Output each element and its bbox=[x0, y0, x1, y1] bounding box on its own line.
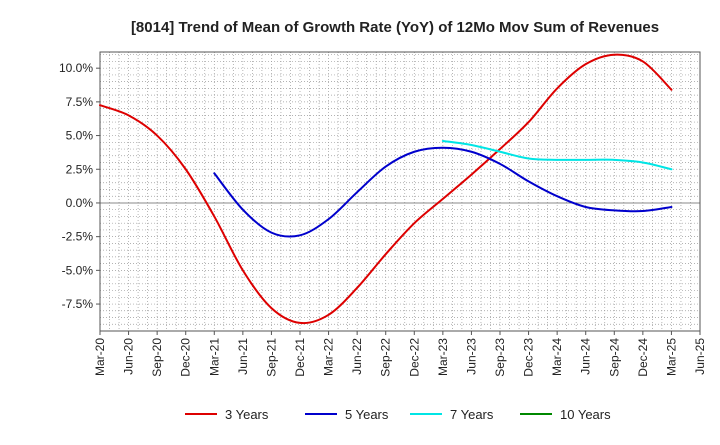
x-tick-label: Jun-23 bbox=[464, 338, 478, 375]
x-tick-label: Dec-21 bbox=[293, 338, 307, 377]
chart-title: [8014] Trend of Mean of Growth Rate (YoY… bbox=[131, 19, 659, 36]
axes: -7.5% -5.0% -2.5% 0.0% 2.5% 5.0% 7.5% 10.0% Mar-… bbox=[59, 51, 707, 377]
series-line-3-years bbox=[99, 53, 673, 325]
x-tick-label: Jun-21 bbox=[236, 338, 250, 375]
y-tick-label: 5.0% bbox=[66, 129, 94, 143]
y-tick-label: 2.5% bbox=[66, 162, 94, 176]
x-tick-label: Dec-20 bbox=[179, 338, 193, 377]
x-tick-label: Sep-24 bbox=[607, 338, 621, 377]
y-tick-label: 0.0% bbox=[66, 196, 94, 210]
y-tick-label: -2.5% bbox=[62, 230, 94, 244]
x-tick-label: Jun-20 bbox=[122, 338, 136, 375]
y-tick-label: 7.5% bbox=[66, 95, 94, 109]
series-line-7-years bbox=[441, 139, 673, 171]
x-tick-label: Mar-21 bbox=[207, 338, 221, 376]
x-tick-label: Mar-22 bbox=[322, 338, 336, 376]
x-tick-label: Mar-20 bbox=[93, 338, 107, 376]
x-tick-label: Jun-25 bbox=[693, 338, 707, 375]
y-tick-label: -5.0% bbox=[62, 263, 94, 277]
x-tick-label: Mar-25 bbox=[664, 338, 678, 376]
x-tick-label: Sep-21 bbox=[264, 338, 278, 377]
x-tick-label: Sep-20 bbox=[150, 338, 164, 377]
y-tick-label: -7.5% bbox=[62, 297, 94, 311]
x-tick-label: Mar-23 bbox=[436, 338, 450, 376]
legend-label-10-years: 10 Years bbox=[560, 407, 611, 422]
legend-label-7-years: 7 Years bbox=[450, 407, 494, 422]
series-lines bbox=[99, 53, 673, 325]
legend-label-5-years: 5 Years bbox=[345, 407, 389, 422]
x-tick-label: Sep-22 bbox=[379, 338, 393, 377]
x-tick-label: Dec-24 bbox=[636, 338, 650, 377]
series-line-5-years bbox=[213, 146, 673, 238]
x-tick-label: Sep-23 bbox=[493, 338, 507, 377]
legend-label-3-years: 3 Years bbox=[225, 407, 269, 422]
y-tick-label: 10.0% bbox=[59, 61, 93, 75]
x-tick-label: Dec-23 bbox=[522, 338, 536, 377]
legend: 3 Years 5 Years 7 Years 10 Years bbox=[185, 407, 611, 422]
grid-lines bbox=[100, 52, 700, 331]
x-tick-label: Jun-24 bbox=[579, 338, 593, 375]
x-tick-label: Dec-22 bbox=[407, 338, 421, 377]
x-tick-label: Mar-24 bbox=[550, 338, 564, 376]
x-tick-label: Jun-22 bbox=[350, 338, 364, 375]
plot-frame bbox=[99, 51, 701, 332]
plot-area bbox=[100, 52, 700, 331]
